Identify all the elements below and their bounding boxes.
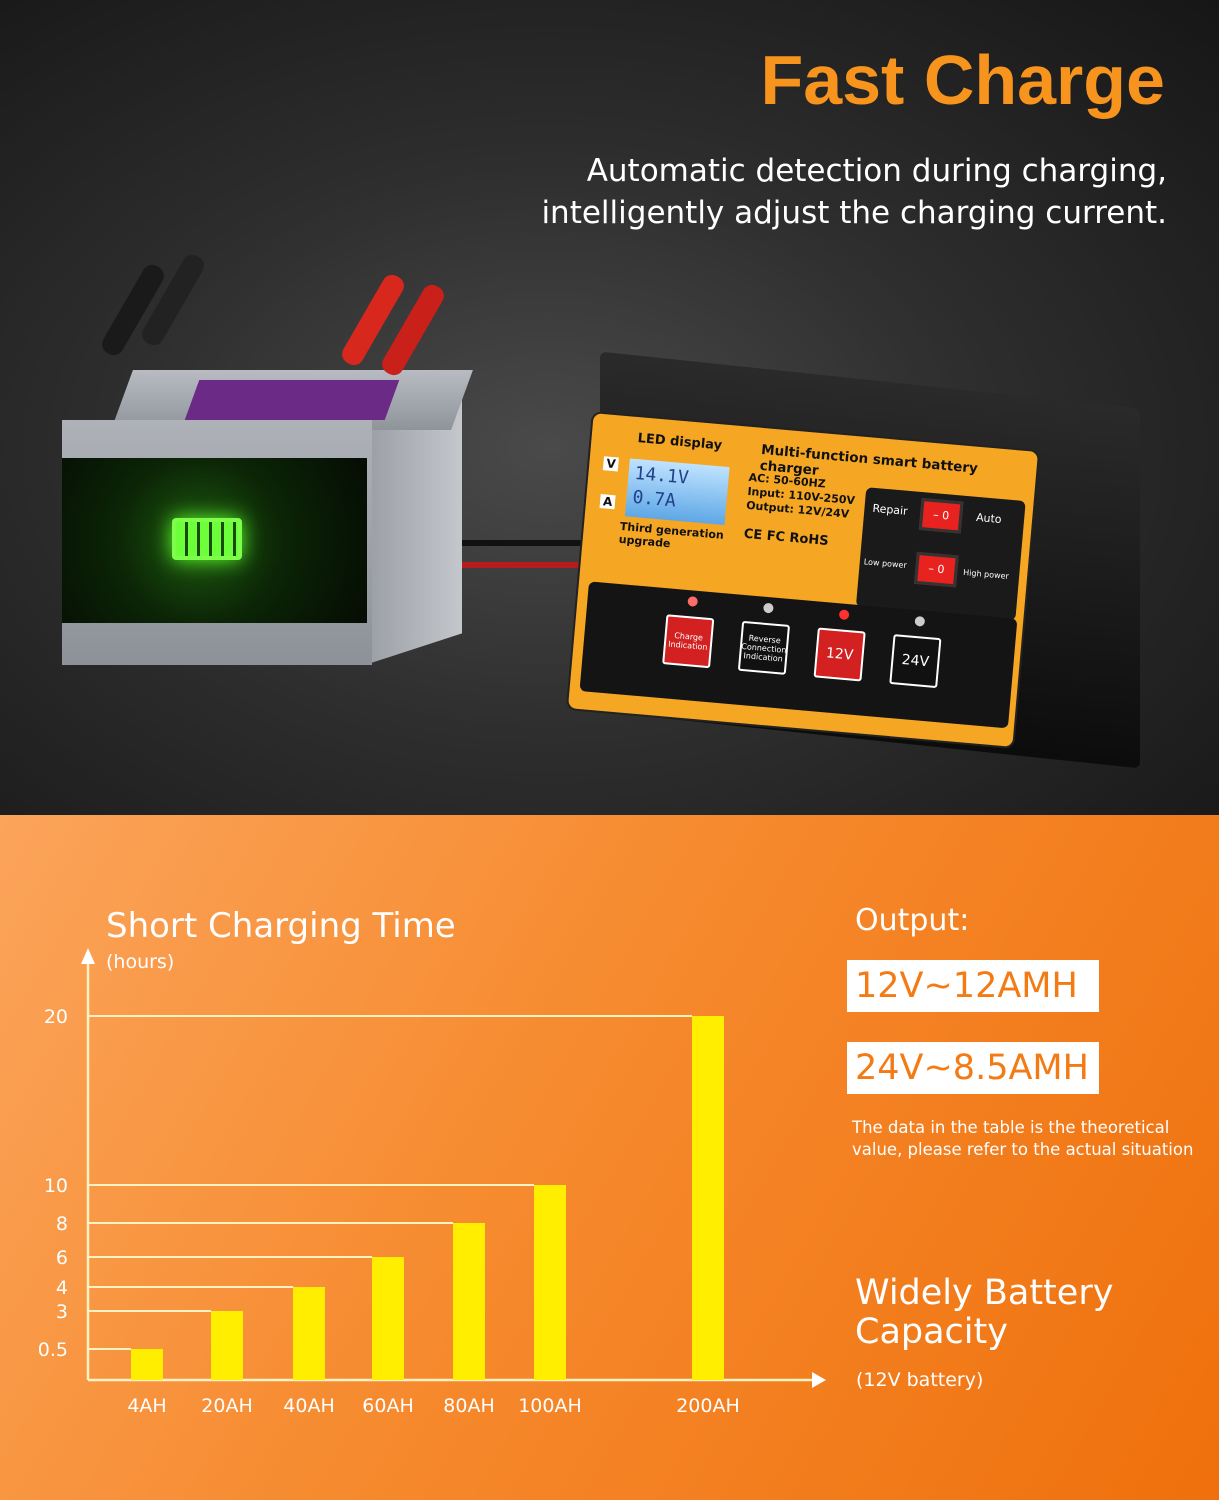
y-tick-label: 8 <box>56 1213 68 1235</box>
bar-20AH <box>211 1311 243 1380</box>
battery-charging-icon <box>172 518 242 560</box>
x-tick-label: 80AH <box>443 1395 494 1417</box>
y-tick-label: 0.5 <box>38 1339 68 1361</box>
capacity-sub: (12V battery) <box>856 1369 984 1391</box>
y-tick-label: 10 <box>44 1175 68 1197</box>
y-axis-unit: (hours) <box>106 951 175 973</box>
x-tick-label: 40AH <box>283 1395 334 1417</box>
page-title: Fast Charge <box>760 41 1165 119</box>
chart-title: Short Charging Time <box>106 906 456 946</box>
x-tick-label: 100AH <box>518 1395 582 1417</box>
bar-60AH <box>372 1257 404 1380</box>
y-tick-label: 20 <box>44 1006 68 1028</box>
subtitle: Automatic detection during charging, int… <box>541 153 1167 231</box>
bar-100AH <box>534 1185 566 1380</box>
hero-section: Fast Charge Automatic detection during c… <box>0 0 1219 815</box>
y-axis-arrow-icon <box>81 948 95 964</box>
x-tick-label: 20AH <box>201 1395 252 1417</box>
bar-80AH <box>453 1223 485 1380</box>
output-label: Output: <box>855 903 970 938</box>
bar-200AH <box>692 1016 724 1380</box>
bar-40AH <box>293 1287 325 1380</box>
chart-section <box>0 815 1219 1500</box>
output-24v-badge: 24V~8.5AMH <box>847 1042 1099 1094</box>
bar-4AH <box>131 1349 163 1380</box>
car-battery-image <box>62 251 473 690</box>
y-tick-label: 6 <box>56 1247 68 1269</box>
capacity-label: Widely Battery Capacity <box>855 1273 1114 1352</box>
x-tick-label: 200AH <box>676 1395 740 1417</box>
y-tick-label: 4 <box>56 1277 68 1299</box>
output-12v-badge: 12V~12AMH <box>847 960 1099 1012</box>
x-tick-label: 4AH <box>127 1395 166 1417</box>
x-axis-arrow-icon <box>812 1372 826 1388</box>
y-tick-label: 3 <box>56 1301 68 1323</box>
disclaimer-note: The data in the table is the theoretical… <box>852 1118 1194 1159</box>
x-tick-label: 60AH <box>362 1395 413 1417</box>
